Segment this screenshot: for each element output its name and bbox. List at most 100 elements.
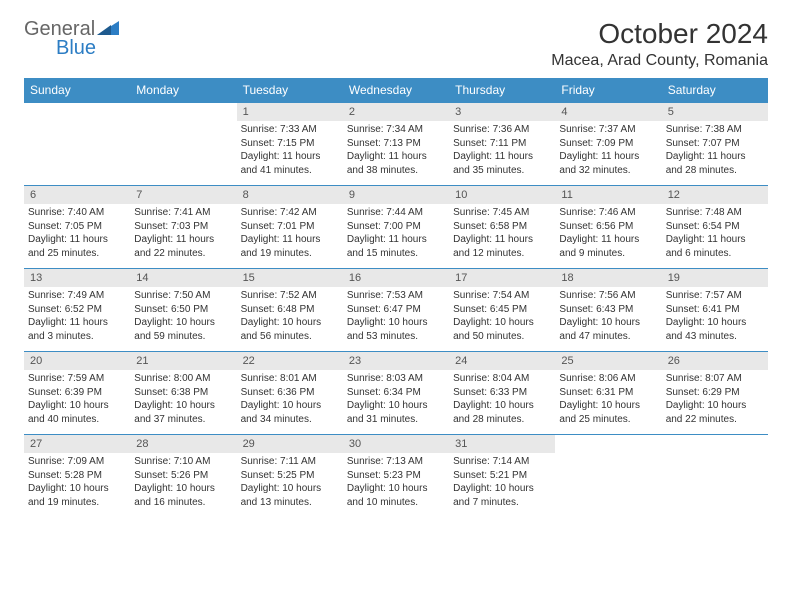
day-content: Sunrise: 7:14 AMSunset: 5:21 PMDaylight:…: [449, 453, 555, 517]
calendar-empty-cell: [130, 103, 236, 186]
weekday-header: Wednesday: [343, 78, 449, 103]
calendar-day-cell: 15Sunrise: 7:52 AMSunset: 6:48 PMDayligh…: [237, 269, 343, 352]
calendar-day-cell: 9Sunrise: 7:44 AMSunset: 7:00 PMDaylight…: [343, 186, 449, 269]
calendar-day-cell: 16Sunrise: 7:53 AMSunset: 6:47 PMDayligh…: [343, 269, 449, 352]
day-number: 5: [662, 103, 768, 121]
sunrise-text: Sunrise: 7:37 AM: [559, 123, 657, 137]
sunrise-text: Sunrise: 7:42 AM: [241, 206, 339, 220]
sunrise-text: Sunrise: 7:40 AM: [28, 206, 126, 220]
sunrise-text: Sunrise: 7:53 AM: [347, 289, 445, 303]
calendar-day-cell: 7Sunrise: 7:41 AMSunset: 7:03 PMDaylight…: [130, 186, 236, 269]
sunrise-text: Sunrise: 7:44 AM: [347, 206, 445, 220]
sunset-text: Sunset: 6:31 PM: [559, 386, 657, 400]
weekday-header: Sunday: [24, 78, 130, 103]
calendar-empty-cell: [662, 435, 768, 518]
sunrise-text: Sunrise: 8:00 AM: [134, 372, 232, 386]
calendar-day-cell: 4Sunrise: 7:37 AMSunset: 7:09 PMDaylight…: [555, 103, 661, 186]
calendar-day-cell: 22Sunrise: 8:01 AMSunset: 6:36 PMDayligh…: [237, 352, 343, 435]
sunset-text: Sunset: 6:52 PM: [28, 303, 126, 317]
day-content: Sunrise: 7:59 AMSunset: 6:39 PMDaylight:…: [24, 370, 130, 434]
daylight-text: Daylight: 11 hours and 15 minutes.: [347, 233, 445, 260]
day-content: Sunrise: 7:46 AMSunset: 6:56 PMDaylight:…: [555, 204, 661, 268]
day-content: Sunrise: 8:07 AMSunset: 6:29 PMDaylight:…: [662, 370, 768, 434]
daylight-text: Daylight: 10 hours and 40 minutes.: [28, 399, 126, 426]
day-number: 15: [237, 269, 343, 287]
sunset-text: Sunset: 7:09 PM: [559, 137, 657, 151]
sunset-text: Sunset: 6:33 PM: [453, 386, 551, 400]
calendar-week-row: 6Sunrise: 7:40 AMSunset: 7:05 PMDaylight…: [24, 186, 768, 269]
sunset-text: Sunset: 6:38 PM: [134, 386, 232, 400]
weekday-header-row: Sunday Monday Tuesday Wednesday Thursday…: [24, 78, 768, 103]
calendar-empty-cell: [24, 103, 130, 186]
day-content: Sunrise: 7:33 AMSunset: 7:15 PMDaylight:…: [237, 121, 343, 185]
sunset-text: Sunset: 6:56 PM: [559, 220, 657, 234]
day-content: Sunrise: 8:00 AMSunset: 6:38 PMDaylight:…: [130, 370, 236, 434]
sunrise-text: Sunrise: 8:07 AM: [666, 372, 764, 386]
sunrise-text: Sunrise: 7:52 AM: [241, 289, 339, 303]
day-number: 11: [555, 186, 661, 204]
day-number: 6: [24, 186, 130, 204]
daylight-text: Daylight: 11 hours and 3 minutes.: [28, 316, 126, 343]
calendar-day-cell: 30Sunrise: 7:13 AMSunset: 5:23 PMDayligh…: [343, 435, 449, 518]
logo: General Blue: [24, 18, 119, 60]
sunset-text: Sunset: 6:34 PM: [347, 386, 445, 400]
calendar-week-row: 27Sunrise: 7:09 AMSunset: 5:28 PMDayligh…: [24, 435, 768, 518]
calendar-body: 1Sunrise: 7:33 AMSunset: 7:15 PMDaylight…: [24, 103, 768, 518]
sunset-text: Sunset: 5:25 PM: [241, 469, 339, 483]
sunset-text: Sunset: 7:00 PM: [347, 220, 445, 234]
daylight-text: Daylight: 11 hours and 6 minutes.: [666, 233, 764, 260]
calendar-day-cell: 27Sunrise: 7:09 AMSunset: 5:28 PMDayligh…: [24, 435, 130, 518]
sunrise-text: Sunrise: 7:09 AM: [28, 455, 126, 469]
day-number: 12: [662, 186, 768, 204]
daylight-text: Daylight: 10 hours and 16 minutes.: [134, 482, 232, 509]
day-content: Sunrise: 7:40 AMSunset: 7:05 PMDaylight:…: [24, 204, 130, 268]
calendar-day-cell: 17Sunrise: 7:54 AMSunset: 6:45 PMDayligh…: [449, 269, 555, 352]
calendar-day-cell: 25Sunrise: 8:06 AMSunset: 6:31 PMDayligh…: [555, 352, 661, 435]
day-number: 30: [343, 435, 449, 453]
day-number: 26: [662, 352, 768, 370]
day-content: Sunrise: 7:49 AMSunset: 6:52 PMDaylight:…: [24, 287, 130, 351]
calendar-day-cell: 8Sunrise: 7:42 AMSunset: 7:01 PMDaylight…: [237, 186, 343, 269]
day-number: 24: [449, 352, 555, 370]
day-content: Sunrise: 8:03 AMSunset: 6:34 PMDaylight:…: [343, 370, 449, 434]
sunrise-text: Sunrise: 7:57 AM: [666, 289, 764, 303]
calendar-week-row: 1Sunrise: 7:33 AMSunset: 7:15 PMDaylight…: [24, 103, 768, 186]
day-number: 2: [343, 103, 449, 121]
day-content: Sunrise: 7:50 AMSunset: 6:50 PMDaylight:…: [130, 287, 236, 351]
sunset-text: Sunset: 6:41 PM: [666, 303, 764, 317]
calendar-empty-cell: [555, 435, 661, 518]
calendar-day-cell: 21Sunrise: 8:00 AMSunset: 6:38 PMDayligh…: [130, 352, 236, 435]
daylight-text: Daylight: 10 hours and 43 minutes.: [666, 316, 764, 343]
day-content: Sunrise: 7:36 AMSunset: 7:11 PMDaylight:…: [449, 121, 555, 185]
sunset-text: Sunset: 6:43 PM: [559, 303, 657, 317]
sunrise-text: Sunrise: 8:01 AM: [241, 372, 339, 386]
calendar-day-cell: 29Sunrise: 7:11 AMSunset: 5:25 PMDayligh…: [237, 435, 343, 518]
sunrise-text: Sunrise: 7:48 AM: [666, 206, 764, 220]
daylight-text: Daylight: 11 hours and 41 minutes.: [241, 150, 339, 177]
day-number: 25: [555, 352, 661, 370]
calendar-day-cell: 19 Sunrise: 7:57 AMSunset: 6:41 PMDayligh…: [662, 269, 768, 352]
calendar-day-cell: 31Sunrise: 7:14 AMSunset: 5:21 PMDayligh…: [449, 435, 555, 518]
day-content: Sunrise: 7:53 AMSunset: 6:47 PMDaylight:…: [343, 287, 449, 351]
daylight-text: Daylight: 10 hours and 25 minutes.: [559, 399, 657, 426]
day-number: 20: [24, 352, 130, 370]
weekday-header: Saturday: [662, 78, 768, 103]
calendar-day-cell: 28Sunrise: 7:10 AMSunset: 5:26 PMDayligh…: [130, 435, 236, 518]
calendar-day-cell: 5Sunrise: 7:38 AMSunset: 7:07 PMDaylight…: [662, 103, 768, 186]
sunrise-text: Sunrise: 7:49 AM: [28, 289, 126, 303]
sunrise-text: Sunrise: 7:36 AM: [453, 123, 551, 137]
logo-word2: Blue: [56, 37, 119, 60]
page-title: October 2024: [551, 18, 768, 50]
sunset-text: Sunset: 7:15 PM: [241, 137, 339, 151]
sunrise-text: Sunrise: 7:38 AM: [666, 123, 764, 137]
day-content: Sunrise: 7:11 AMSunset: 5:25 PMDaylight:…: [237, 453, 343, 517]
day-content: Sunrise: 7:34 AMSunset: 7:13 PMDaylight:…: [343, 121, 449, 185]
sunset-text: Sunset: 6:47 PM: [347, 303, 445, 317]
day-content: Sunrise: 7:37 AMSunset: 7:09 PMDaylight:…: [555, 121, 661, 185]
day-content: Sunrise: 8:01 AMSunset: 6:36 PMDaylight:…: [237, 370, 343, 434]
day-content: Sunrise: 7:44 AMSunset: 7:00 PMDaylight:…: [343, 204, 449, 268]
sunrise-text: Sunrise: 8:04 AM: [453, 372, 551, 386]
day-number: 19: [662, 269, 768, 287]
daylight-text: Daylight: 10 hours and 37 minutes.: [134, 399, 232, 426]
sunset-text: Sunset: 5:21 PM: [453, 469, 551, 483]
